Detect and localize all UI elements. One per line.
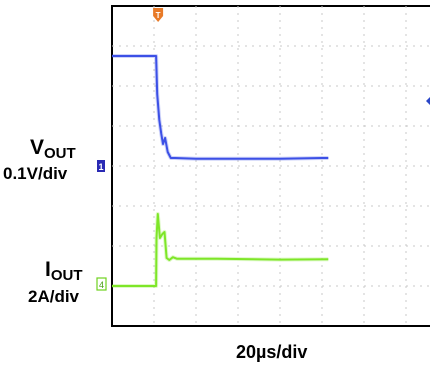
- vout-label-sub: OUT: [44, 145, 76, 162]
- vout-label: VOUT: [30, 137, 76, 165]
- channel-4-marker: [96, 277, 107, 291]
- vout-label-main: V: [30, 136, 45, 159]
- channel-1-marker: [97, 160, 105, 172]
- iout-label: IOUT: [45, 259, 83, 287]
- trigger-marker: [153, 8, 164, 22]
- vout-trace: [112, 55, 329, 160]
- channel-1-marker-label: 1: [98, 162, 103, 172]
- right-edge-level-marker: [426, 97, 430, 105]
- channel-4-marker-label: 4: [99, 280, 104, 290]
- vout-scale-label: 0.1V/div: [3, 164, 68, 183]
- iout-trace: [112, 213, 329, 287]
- time-scale-label: 20µs/div: [236, 342, 308, 362]
- trigger-marker-label: T: [156, 11, 161, 20]
- iout-label-sub: OUT: [50, 267, 83, 284]
- iout-scale-label: 2A/div: [28, 287, 80, 306]
- plot-frame: [111, 5, 430, 327]
- iout-label-main: I: [45, 258, 51, 281]
